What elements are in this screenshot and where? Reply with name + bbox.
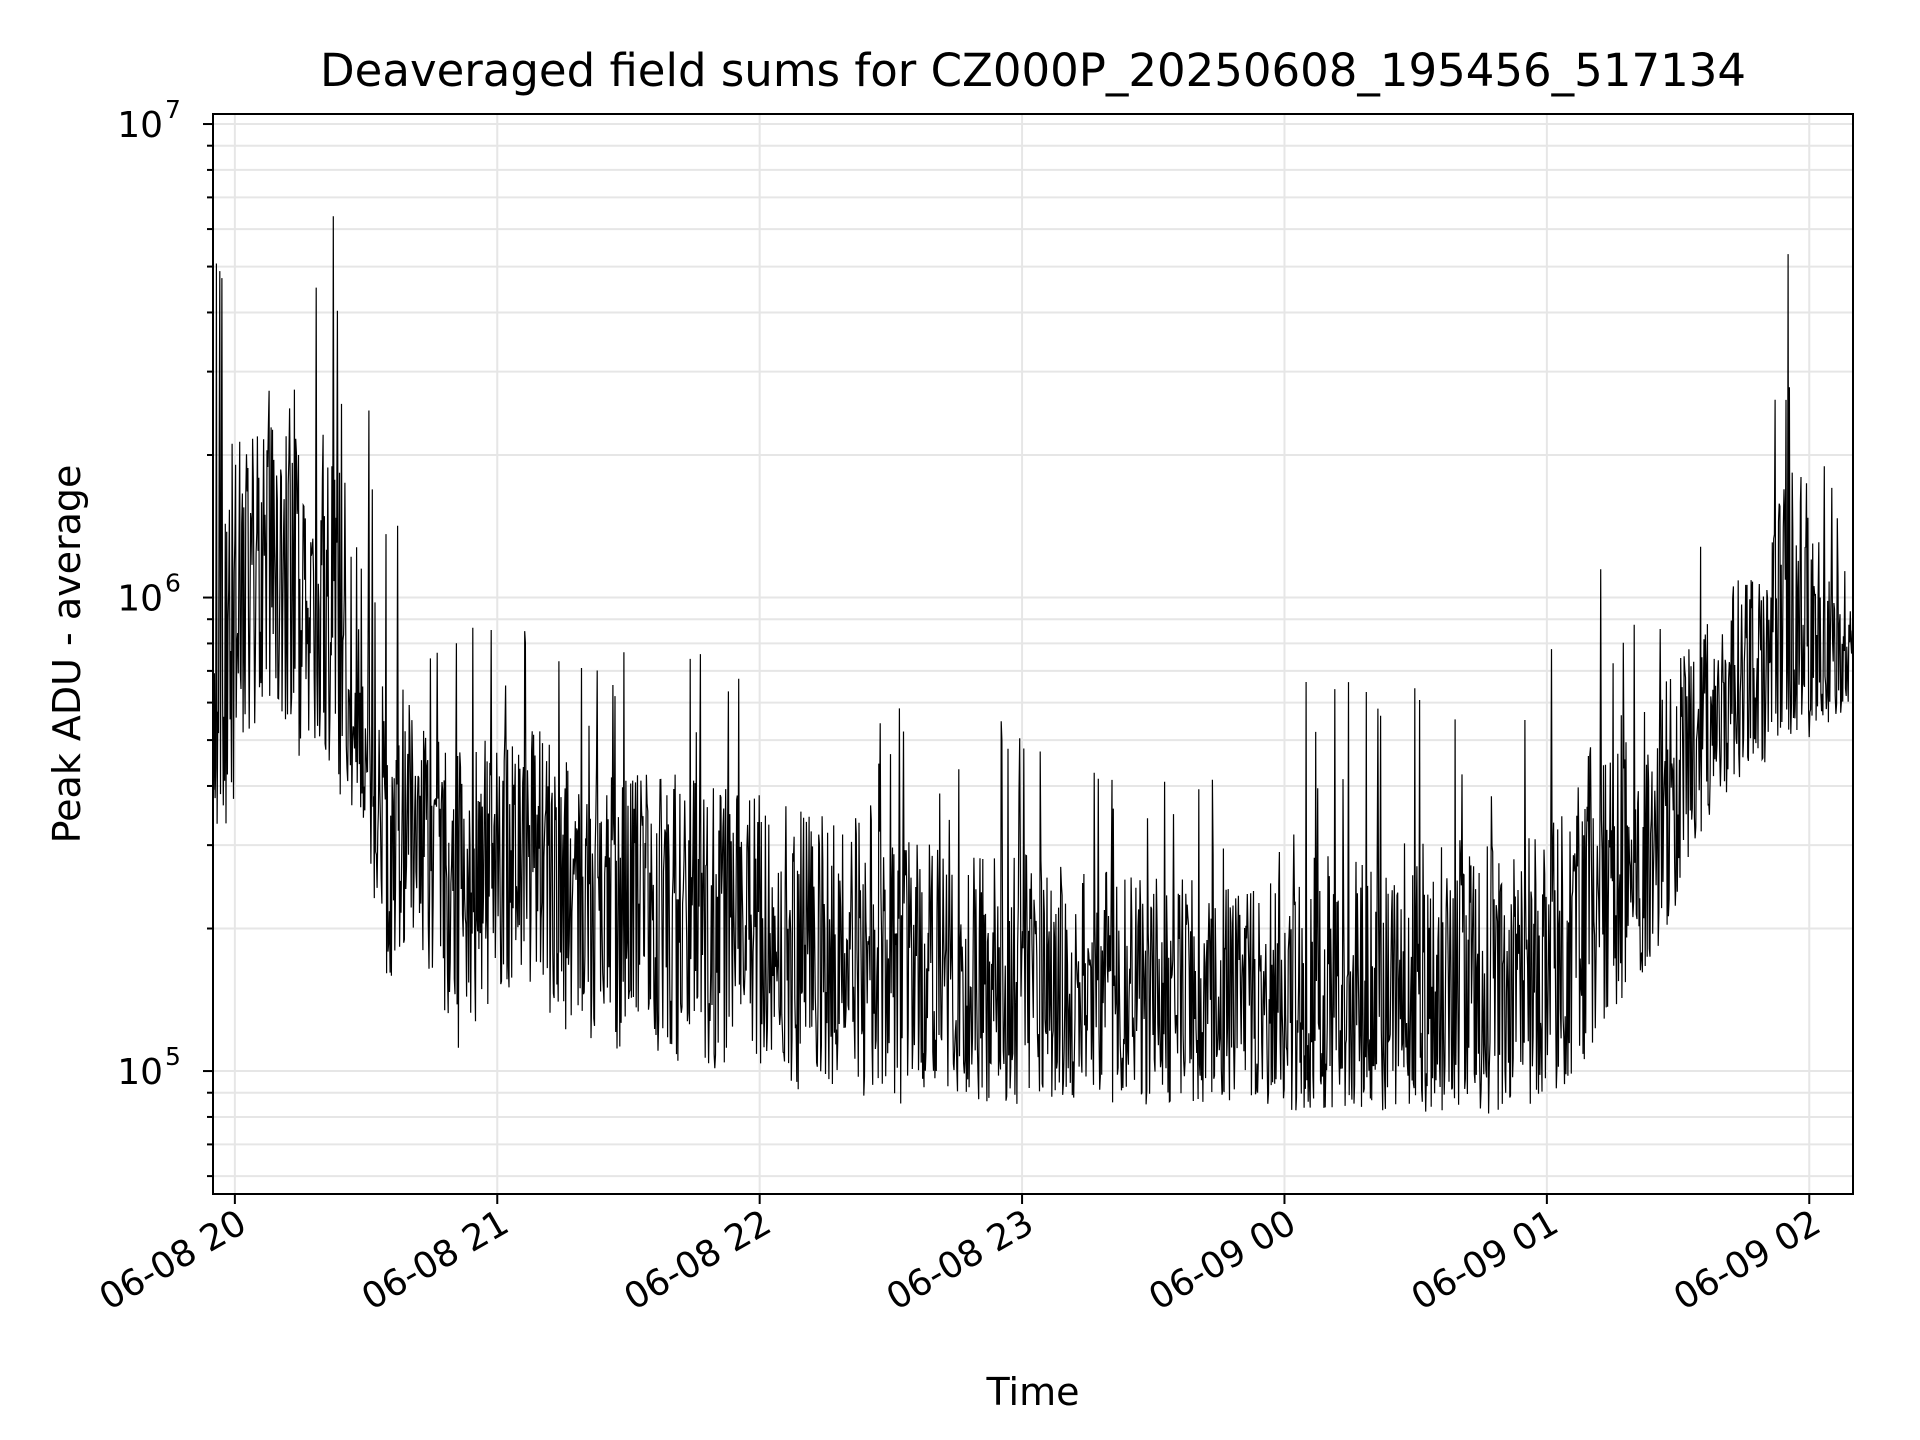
y-tick-base: 10 <box>117 1052 163 1093</box>
x-tick-label: 06-08 22 <box>617 1202 778 1318</box>
y-tick-exponent: 7 <box>165 95 181 124</box>
y-tick-label: 10 5 <box>117 1042 181 1093</box>
ticks: 06-08 20 06-08 21 06-08 22 06-08 23 06-09 00… <box>93 95 1828 1319</box>
y-tick-label: 10 7 <box>117 95 181 146</box>
x-tick-label: 06-08 23 <box>880 1202 1041 1318</box>
y-axis-label: Peak ADU - average <box>45 465 89 844</box>
plot-frame <box>212 113 1854 1195</box>
x-axis-label: Time <box>986 1370 1080 1414</box>
y-tick-base: 10 <box>117 105 163 146</box>
x-tick-label: 06-08 21 <box>355 1202 516 1318</box>
y-tick-exponent: 6 <box>165 569 181 598</box>
series-layer <box>212 216 1854 1114</box>
x-tick-label: 06-09 01 <box>1405 1202 1566 1318</box>
data-series-line <box>212 216 1854 1114</box>
y-tick-label: 10 6 <box>117 569 181 620</box>
x-tick-label: 06-09 00 <box>1142 1202 1303 1318</box>
chart-title: Deaveraged field sums for CZ000P_2025060… <box>320 44 1746 97</box>
y-tick-exponent: 5 <box>165 1042 181 1071</box>
x-tick-label: 06-08 20 <box>93 1202 254 1318</box>
x-tick-label: 06-09 02 <box>1667 1202 1828 1318</box>
grid <box>213 114 1853 1194</box>
y-tick-base: 10 <box>117 579 163 620</box>
